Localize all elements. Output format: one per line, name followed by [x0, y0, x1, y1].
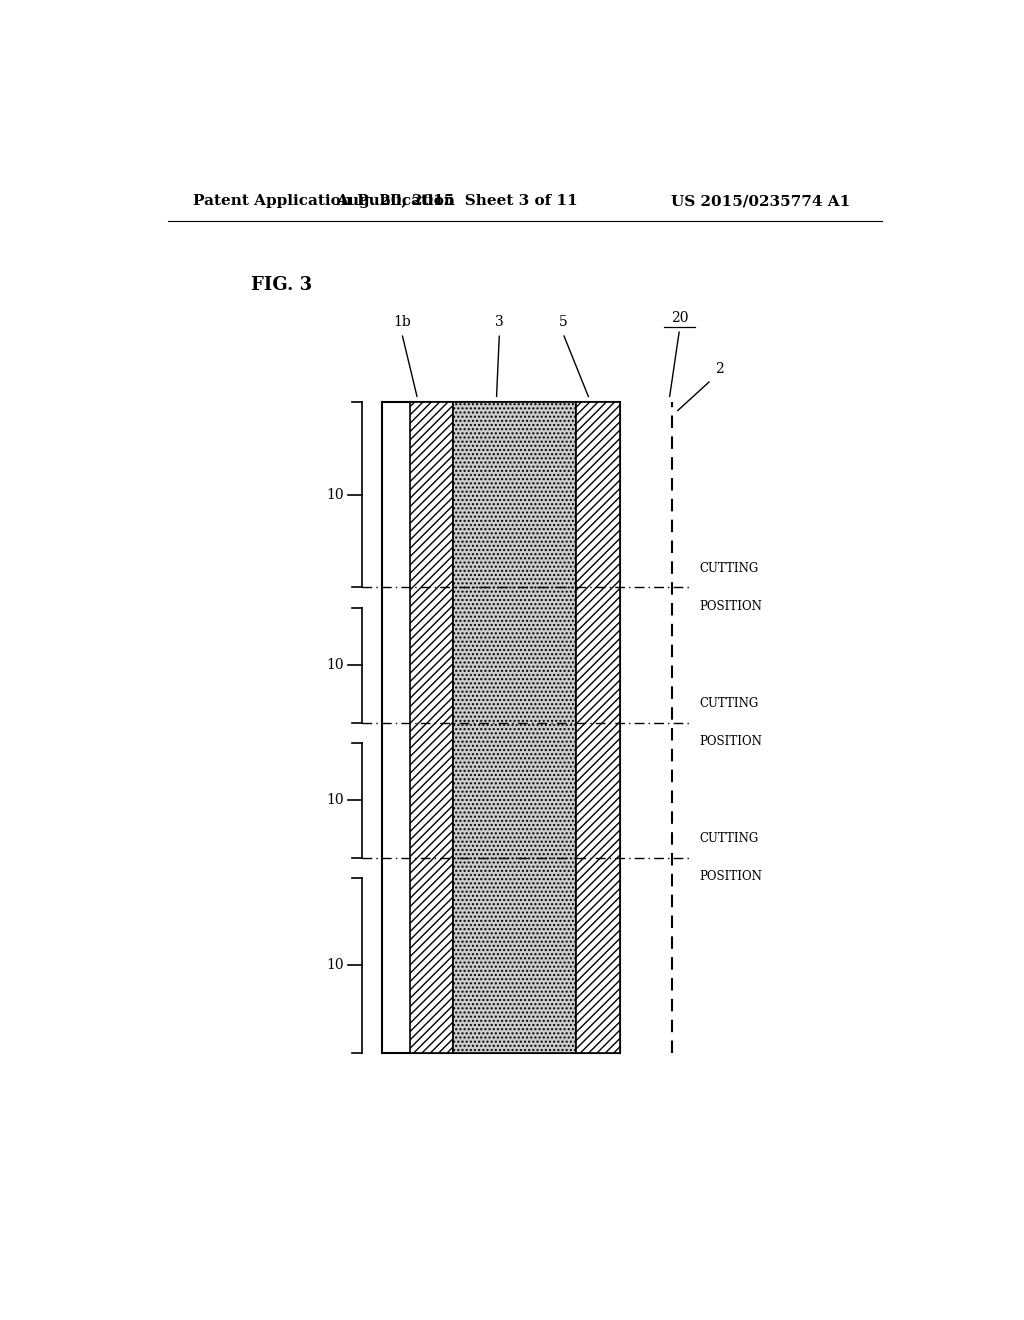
Text: US 2015/0235774 A1: US 2015/0235774 A1	[671, 194, 850, 209]
Text: 5: 5	[558, 315, 567, 329]
Text: CUTTING: CUTTING	[699, 697, 759, 710]
Text: Aug. 20, 2015  Sheet 3 of 11: Aug. 20, 2015 Sheet 3 of 11	[337, 194, 579, 209]
Text: POSITION: POSITION	[699, 735, 762, 747]
Bar	[454, 403, 577, 1053]
Text: CUTTING: CUTTING	[699, 562, 759, 576]
Bar	[577, 403, 621, 1053]
Text: 2: 2	[715, 362, 724, 376]
Bar	[410, 403, 454, 1053]
Text: Patent Application Publication: Patent Application Publication	[194, 194, 455, 209]
Text: 10: 10	[326, 488, 344, 502]
Text: 10: 10	[326, 958, 344, 973]
Text: POSITION: POSITION	[699, 599, 762, 612]
Text: 10: 10	[326, 659, 344, 672]
Text: POSITION: POSITION	[699, 870, 762, 883]
Text: CUTTING: CUTTING	[699, 833, 759, 846]
Text: 3: 3	[495, 315, 504, 329]
Text: 1b: 1b	[393, 315, 411, 329]
Text: 20: 20	[671, 312, 688, 325]
Text: FIG. 3: FIG. 3	[251, 276, 312, 294]
Text: 10: 10	[326, 793, 344, 808]
